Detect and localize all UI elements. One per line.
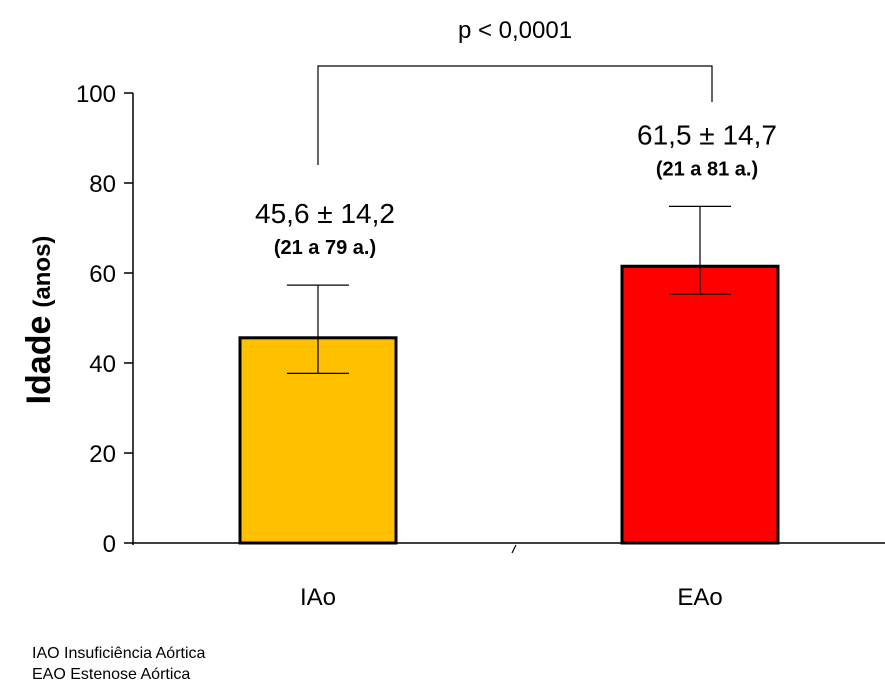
y-axis-label: Idade(anos) [20,236,58,405]
y-tick-label-60: 60 [89,261,116,288]
y-tick-label-40: 40 [89,351,116,378]
footnote-iao: IAO Insuficiência Aórtica [32,645,206,662]
x-axis-break-mark [511,544,517,554]
y-tick-label-80: 80 [89,171,116,198]
y-axis-label-main: Idade(anos) [20,236,58,405]
category-label-eao: EAo [677,584,722,611]
labels: IAo 45,6 ± 14,2 (21 a 79 a.) EAo 61,5 ± 14,7… [255,17,777,611]
mean-label-eao: 61,5 ± 14,7 [637,119,777,150]
significance-bracket [317,65,713,165]
y-axis-label-sub: (anos) [29,236,56,308]
mean-label-iao: 45,6 ± 14,2 [255,198,395,229]
range-label-iao: (21 a 79 a.) [274,237,376,259]
y-tick-label-100: 100 [76,81,116,108]
significance-label: p < 0,0001 [458,17,572,44]
category-label-iao: IAo [300,584,336,611]
footnote-eao: EAO Estenose Aórtica [32,666,191,683]
range-label-eao: (21 a 81 a.) [656,158,758,180]
y-tick-label-0: 0 [103,531,116,558]
bar-eao [620,264,780,545]
bars [238,205,780,545]
y-tick-label-20: 20 [89,441,116,468]
